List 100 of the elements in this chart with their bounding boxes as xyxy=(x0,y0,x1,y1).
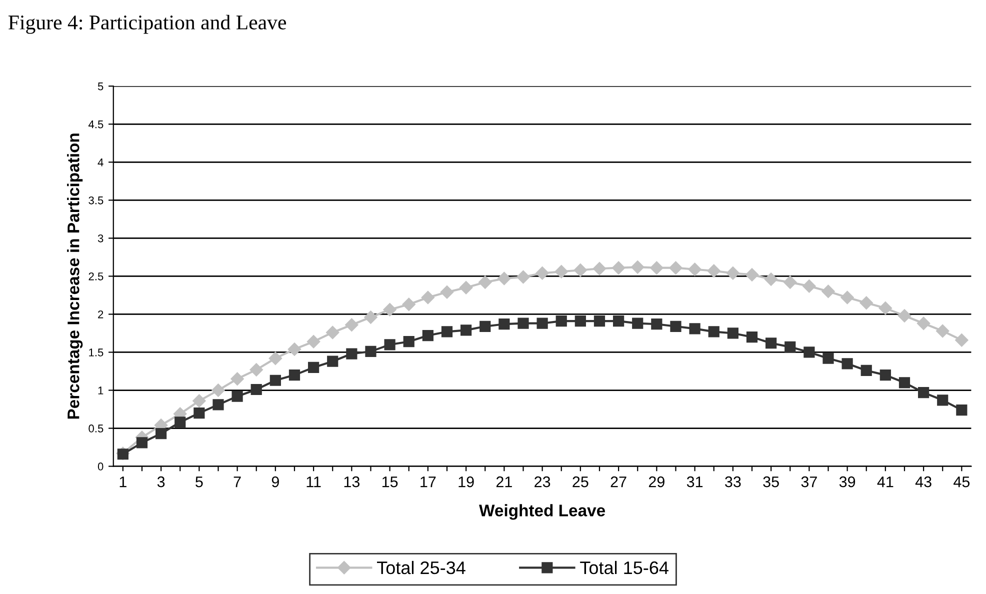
point xyxy=(860,364,872,376)
point xyxy=(250,384,262,396)
y-tick-label: 3.5 xyxy=(88,196,104,204)
x-tick-label: 11 xyxy=(306,476,321,488)
point xyxy=(612,316,624,327)
point xyxy=(306,335,320,348)
y-tick-label: 2.5 xyxy=(88,272,104,280)
x-tick-label: 1 xyxy=(120,476,126,488)
point xyxy=(212,399,224,410)
point xyxy=(688,262,702,276)
x-tick-label: 31 xyxy=(686,476,703,488)
x-tick-label: 9 xyxy=(272,476,279,488)
point xyxy=(536,266,549,280)
x-tick-label: 17 xyxy=(420,476,436,488)
point xyxy=(460,324,472,336)
x-tick-label: 5 xyxy=(196,476,203,488)
point xyxy=(784,341,796,352)
x-tick-label: 21 xyxy=(496,476,512,488)
x-tick-label: 43 xyxy=(915,476,932,488)
y-tick-label: 4 xyxy=(98,158,104,166)
y-tick-label: 1 xyxy=(98,386,104,394)
point xyxy=(822,284,835,298)
x-tick-label: 37 xyxy=(801,476,817,488)
point xyxy=(174,416,186,428)
point xyxy=(592,262,606,276)
point xyxy=(440,286,454,299)
x-tick-label: 33 xyxy=(725,476,741,488)
x-tick-label: 13 xyxy=(344,476,360,488)
point xyxy=(670,320,682,332)
point xyxy=(880,369,891,381)
point xyxy=(346,348,358,360)
y-axis-title: Percentage Increase in Participation xyxy=(67,134,83,419)
point xyxy=(192,394,206,408)
point xyxy=(270,374,281,386)
x-tick-label: 27 xyxy=(610,476,626,488)
point xyxy=(631,260,644,274)
point xyxy=(764,272,778,286)
point xyxy=(326,326,340,340)
point xyxy=(480,320,491,332)
point xyxy=(574,264,588,277)
x-tick-label: 3 xyxy=(157,476,165,488)
point xyxy=(878,302,892,315)
point xyxy=(498,318,510,330)
point xyxy=(937,394,948,406)
point xyxy=(784,276,797,289)
point xyxy=(155,428,167,440)
point xyxy=(250,363,263,376)
point xyxy=(441,326,453,338)
point xyxy=(689,323,700,334)
point xyxy=(365,346,376,358)
legend-label: Total 15-64 xyxy=(580,560,668,574)
point xyxy=(727,328,738,339)
point xyxy=(746,331,758,343)
point xyxy=(383,303,396,316)
point xyxy=(384,339,396,350)
point xyxy=(422,330,434,342)
point xyxy=(936,324,950,338)
point xyxy=(288,342,302,356)
chart-title: Figure 4: Participation and Leave xyxy=(8,14,286,34)
point xyxy=(230,372,244,386)
point xyxy=(136,437,148,448)
x-tick-label: 15 xyxy=(382,476,398,488)
x-tick-label: 25 xyxy=(572,476,588,488)
point xyxy=(765,338,777,349)
point xyxy=(804,346,815,358)
point xyxy=(650,261,664,274)
point xyxy=(498,272,511,286)
point xyxy=(327,356,338,367)
x-tick-label: 29 xyxy=(648,476,664,488)
point xyxy=(536,318,548,329)
point xyxy=(478,276,492,289)
point xyxy=(802,280,816,293)
point xyxy=(669,261,682,274)
x-tick-label: 35 xyxy=(763,476,779,488)
y-tick-label: 3 xyxy=(98,234,104,242)
y-tick-label: 2 xyxy=(98,310,104,318)
point xyxy=(403,336,414,348)
point xyxy=(594,316,606,327)
point xyxy=(117,448,128,460)
point xyxy=(612,261,626,274)
point xyxy=(232,390,243,402)
point xyxy=(898,377,910,388)
point xyxy=(707,264,720,278)
point xyxy=(212,384,225,397)
y-tick-label: 1.5 xyxy=(89,348,104,356)
point xyxy=(955,333,968,347)
y-tick-label: 0 xyxy=(98,462,104,470)
point xyxy=(916,316,930,330)
point xyxy=(956,404,968,416)
point xyxy=(288,369,300,381)
point xyxy=(554,265,568,278)
point xyxy=(726,266,740,280)
legend-label: Total 25-34 xyxy=(377,560,466,574)
point xyxy=(745,268,759,282)
point xyxy=(842,358,853,370)
point xyxy=(708,326,720,338)
x-tick-label: 19 xyxy=(458,476,474,488)
point xyxy=(651,318,662,330)
x-tick-label: 45 xyxy=(954,476,970,488)
y-tick-label: 0.5 xyxy=(88,424,104,432)
